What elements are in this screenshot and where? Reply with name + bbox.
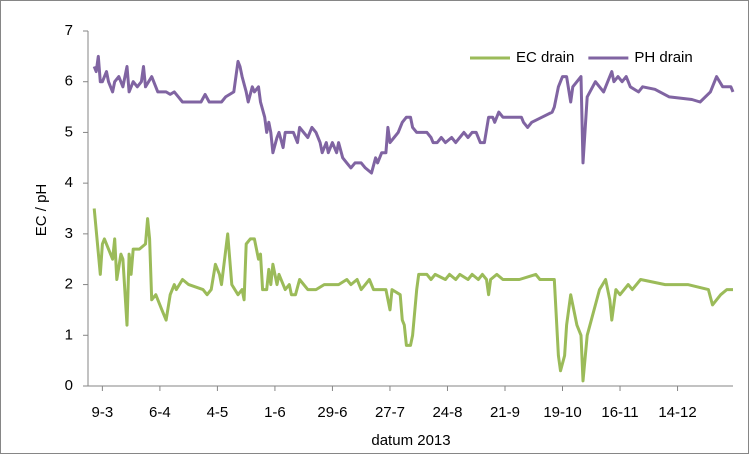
legend-label: PH drain bbox=[634, 49, 692, 66]
y-tick-label: 2 bbox=[65, 276, 73, 293]
x-tick-label: 29-6 bbox=[317, 404, 347, 421]
series-line bbox=[92, 208, 733, 383]
x-tick-label: 21-9 bbox=[490, 404, 520, 421]
y-tick-label: 0 bbox=[65, 377, 73, 394]
x-axis-label: datum 2013 bbox=[371, 432, 450, 449]
y-tick-label: 1 bbox=[65, 326, 73, 343]
y-tick-label: 6 bbox=[65, 73, 73, 90]
y-axis-label: EC / pH bbox=[33, 184, 50, 237]
y-tick-label: 7 bbox=[65, 22, 73, 39]
x-tick-label: 24-8 bbox=[432, 404, 462, 421]
x-tick-label: 1-6 bbox=[264, 404, 286, 421]
y-tick-label: 3 bbox=[65, 225, 73, 242]
x-tick-label: 6-4 bbox=[149, 404, 171, 421]
x-tick-label: 16-11 bbox=[601, 404, 638, 421]
x-tick-label: 27-7 bbox=[375, 404, 405, 421]
x-tick-label: 4-5 bbox=[207, 404, 229, 421]
x-tick-label: 14-12 bbox=[658, 404, 696, 421]
y-tick-label: 4 bbox=[65, 174, 73, 191]
x-tick-label: 9-3 bbox=[92, 404, 114, 421]
x-tick-label: 19-10 bbox=[543, 404, 581, 421]
series-line bbox=[92, 54, 735, 175]
legend-label: EC drain bbox=[516, 49, 574, 66]
y-tick-label: 5 bbox=[65, 123, 73, 140]
